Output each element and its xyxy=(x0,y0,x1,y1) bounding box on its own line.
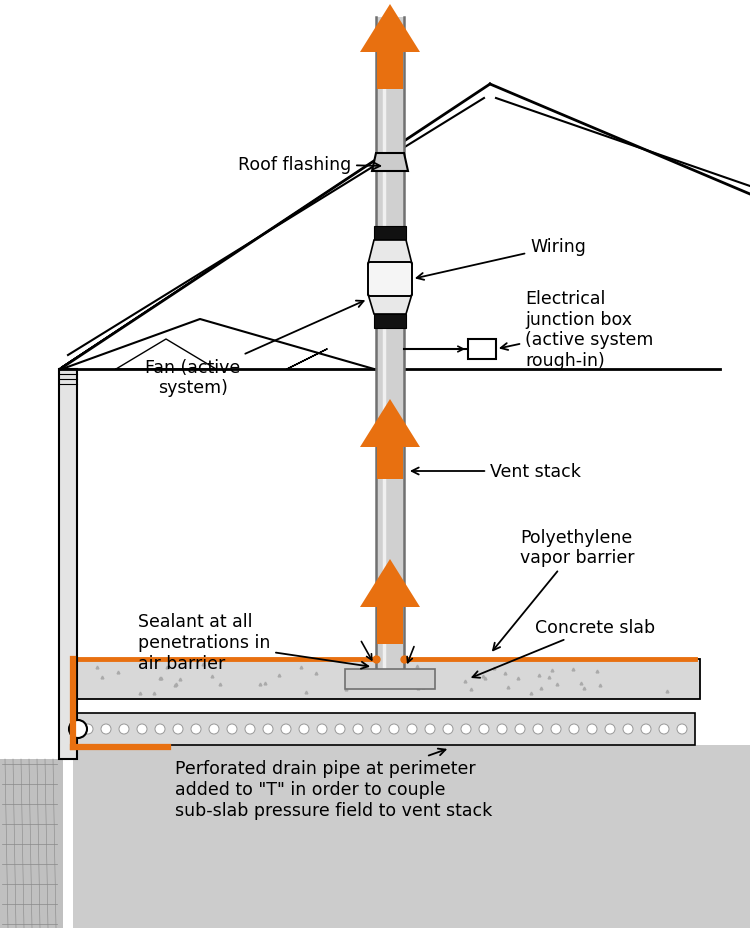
Circle shape xyxy=(659,724,669,734)
Circle shape xyxy=(641,724,651,734)
Bar xyxy=(376,18,404,669)
Circle shape xyxy=(425,724,435,734)
Bar xyxy=(73,745,750,928)
Text: Wiring: Wiring xyxy=(417,238,586,280)
Circle shape xyxy=(69,720,87,738)
Circle shape xyxy=(191,724,201,734)
Text: Vent stack: Vent stack xyxy=(412,462,580,481)
Circle shape xyxy=(587,724,597,734)
Circle shape xyxy=(389,724,399,734)
Text: Roof flashing: Roof flashing xyxy=(238,156,380,174)
Bar xyxy=(345,669,435,690)
Circle shape xyxy=(551,724,561,734)
FancyBboxPatch shape xyxy=(368,263,412,297)
Circle shape xyxy=(209,724,219,734)
Bar xyxy=(377,447,403,480)
Circle shape xyxy=(317,724,327,734)
Circle shape xyxy=(299,724,309,734)
Circle shape xyxy=(83,724,93,734)
Circle shape xyxy=(173,724,183,734)
Circle shape xyxy=(101,724,111,734)
Bar xyxy=(73,714,695,745)
Circle shape xyxy=(533,724,543,734)
Bar xyxy=(374,315,406,329)
Bar xyxy=(0,759,63,928)
Text: Electrical
junction box
(active system
rough-in): Electrical junction box (active system r… xyxy=(501,290,653,369)
Bar xyxy=(73,659,700,699)
Polygon shape xyxy=(372,154,408,172)
Bar xyxy=(377,607,403,644)
Circle shape xyxy=(461,724,471,734)
Text: Fan (active
system): Fan (active system) xyxy=(146,302,364,397)
Polygon shape xyxy=(368,295,412,315)
Circle shape xyxy=(263,724,273,734)
Circle shape xyxy=(443,724,453,734)
Circle shape xyxy=(623,724,633,734)
Text: Polyethylene
vapor barrier: Polyethylene vapor barrier xyxy=(493,528,634,651)
Circle shape xyxy=(515,724,525,734)
Circle shape xyxy=(281,724,291,734)
Polygon shape xyxy=(360,560,420,607)
Bar xyxy=(59,369,77,759)
Polygon shape xyxy=(360,5,420,53)
Bar xyxy=(374,226,406,240)
Bar xyxy=(468,340,496,360)
Polygon shape xyxy=(360,400,420,447)
Circle shape xyxy=(569,724,579,734)
Circle shape xyxy=(137,724,147,734)
Text: Sealant at all
penetrations in
air barrier: Sealant at all penetrations in air barri… xyxy=(138,612,368,672)
Circle shape xyxy=(119,724,129,734)
Circle shape xyxy=(605,724,615,734)
Circle shape xyxy=(335,724,345,734)
Text: Concrete slab: Concrete slab xyxy=(472,618,656,678)
Circle shape xyxy=(371,724,381,734)
Circle shape xyxy=(497,724,507,734)
Circle shape xyxy=(245,724,255,734)
Bar xyxy=(377,53,403,90)
Polygon shape xyxy=(368,240,412,264)
Circle shape xyxy=(677,724,687,734)
Circle shape xyxy=(479,724,489,734)
Circle shape xyxy=(155,724,165,734)
Circle shape xyxy=(227,724,237,734)
Circle shape xyxy=(407,724,417,734)
Text: Perforated drain pipe at perimeter
added to "T" in order to couple
sub-slab pres: Perforated drain pipe at perimeter added… xyxy=(175,749,492,818)
Circle shape xyxy=(353,724,363,734)
